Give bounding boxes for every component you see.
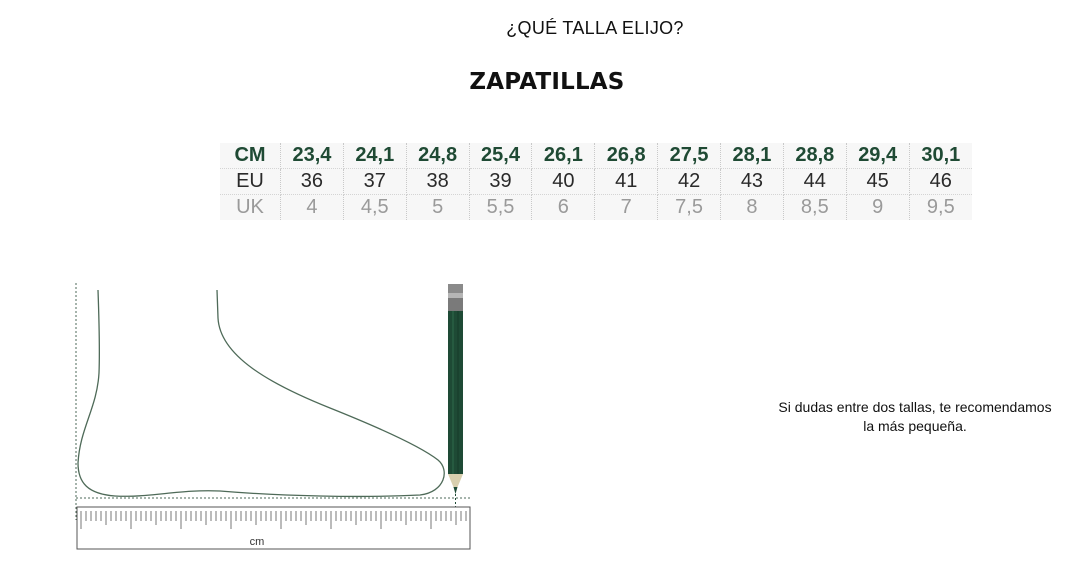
uk-cell: 5,5 bbox=[469, 194, 533, 220]
size-question: ¿QUÉ TALLA ELIJO? bbox=[506, 18, 684, 38]
eu-cell: 43 bbox=[720, 168, 784, 195]
cm-cell: 23,4 bbox=[280, 143, 344, 169]
row-label-eu: EU bbox=[220, 168, 281, 195]
pencil-icon bbox=[448, 284, 463, 508]
row-label-cm: CM bbox=[220, 143, 281, 169]
size-advice: Si dudas entre dos tallas, te recomendam… bbox=[757, 398, 1073, 436]
eu-cell: 45 bbox=[846, 168, 910, 195]
cm-cell: 24,1 bbox=[343, 143, 407, 169]
uk-cell: 4,5 bbox=[343, 194, 407, 220]
eu-cell: 40 bbox=[531, 168, 596, 195]
uk-cell: 5 bbox=[406, 194, 470, 220]
cm-cell: 26,1 bbox=[531, 143, 596, 169]
uk-cell: 4 bbox=[280, 194, 344, 220]
advice-line-2: la más pequeña. bbox=[863, 418, 967, 434]
cm-cell: 29,4 bbox=[846, 143, 910, 169]
uk-cell: 6 bbox=[531, 194, 596, 220]
advice-line-1: Si dudas entre dos tallas, te recomendam… bbox=[778, 399, 1052, 415]
size-row-eu: EU 36 37 38 39 40 41 42 43 44 45 46 bbox=[220, 168, 972, 195]
eu-cell: 44 bbox=[783, 168, 847, 195]
eu-cell: 36 bbox=[280, 168, 344, 195]
size-row-cm: CM 23,4 24,1 24,8 25,4 26,1 26,8 27,5 28… bbox=[220, 143, 972, 169]
cm-cell: 28,1 bbox=[720, 143, 784, 169]
eu-cell: 37 bbox=[343, 168, 407, 195]
eu-cell: 42 bbox=[657, 168, 722, 195]
foot-measurement-illustration: cm bbox=[75, 283, 472, 550]
ruler-unit-label: cm bbox=[250, 536, 265, 548]
row-label-uk: UK bbox=[220, 194, 281, 220]
cm-cell: 26,8 bbox=[594, 143, 659, 169]
page-title: ZAPATILLAS bbox=[469, 69, 625, 95]
uk-cell: 9 bbox=[846, 194, 910, 220]
eu-cell: 41 bbox=[594, 168, 659, 195]
foot-outline bbox=[77, 289, 445, 498]
uk-cell: 8 bbox=[720, 194, 784, 220]
size-row-uk: UK 4 4,5 5 5,5 6 7 7,5 8 8,5 9 9,5 bbox=[220, 194, 972, 220]
size-table: CM 23,4 24,1 24,8 25,4 26,1 26,8 27,5 28… bbox=[220, 143, 972, 220]
uk-cell: 9,5 bbox=[926, 196, 955, 218]
uk-cell: 7,5 bbox=[657, 194, 722, 220]
eu-cell: 39 bbox=[469, 168, 533, 195]
cm-cell: 24,8 bbox=[406, 143, 470, 169]
cm-cell: 28,8 bbox=[783, 143, 847, 169]
uk-cell: 7 bbox=[594, 194, 659, 220]
eu-cell: 46 bbox=[909, 168, 972, 195]
eu-cell: 38 bbox=[406, 168, 470, 195]
cm-cell: 30,1 bbox=[909, 143, 972, 169]
cm-cell: 27,5 bbox=[657, 143, 722, 169]
ruler: cm bbox=[76, 506, 471, 550]
uk-cell: 8,5 bbox=[783, 194, 847, 220]
cm-cell: 25,4 bbox=[469, 143, 533, 169]
